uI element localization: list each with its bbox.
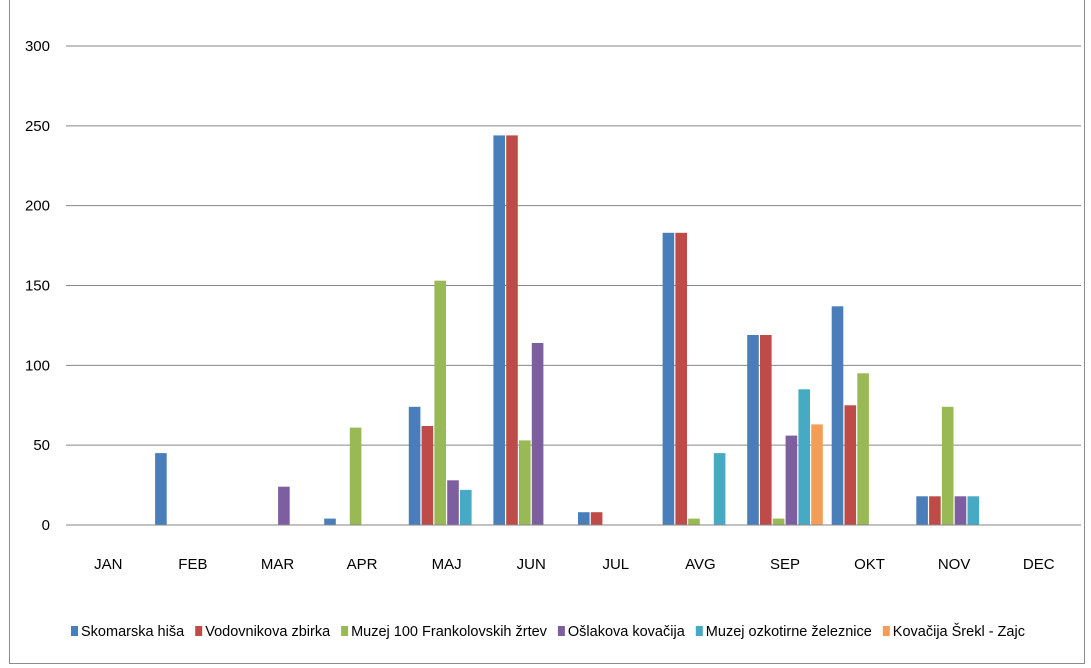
bar [967,496,980,525]
y-tick-label: 100 [25,357,50,374]
x-tick-label: MAR [261,556,295,573]
x-tick-label: SEP [770,556,800,573]
bar [954,496,967,525]
bar [916,496,928,525]
legend-item: Muzej ozkotirne železnice [695,624,872,640]
legend-item: Skomarska hiša [71,624,185,640]
x-tick-label: JUL [602,556,629,573]
y-tick-label: 200 [25,198,50,215]
legend-swatch [71,626,78,636]
bar [798,389,810,525]
bar [349,427,362,525]
bar [155,453,167,525]
legend-label: Ošlakova kovačija [568,624,686,640]
y-tick-label: 300 [25,38,50,55]
bar [493,135,505,525]
bar [324,518,336,525]
bar [278,486,290,525]
x-tick-label: MAJ [432,556,462,573]
bar [447,480,459,525]
legend-swatch [341,626,349,636]
bar [941,406,954,525]
bar [519,440,531,525]
bar [590,512,603,525]
chart-frame: 0 50 100 150 200 250 300 JAN FEB MAR APR MAJ JUN JUL… [9,0,1085,664]
bar [857,373,869,525]
bar [747,335,759,525]
x-tick-label: DEC [1023,556,1055,573]
bar [434,280,446,525]
legend: Skomarska hiša Vodovnikova zbirka Muzej 10… [71,623,1025,640]
legend-item: Vodovnikova zbirka [195,624,331,640]
x-tick-label: OKT [854,556,885,573]
bar [785,435,798,525]
bar [713,453,726,525]
x-tick-label: AVG [685,556,716,573]
bar [662,232,675,526]
bar [772,518,785,525]
bar [831,306,844,525]
bars [155,135,980,526]
gridlines [66,45,1081,446]
legend-swatch [557,626,565,636]
legend-swatch [882,626,890,636]
bar [675,232,687,526]
bar [844,405,857,526]
x-tick-label: JAN [94,556,122,573]
bar [811,424,823,525]
legend-item: Kovačija Šrekl - Zajc [882,623,1025,640]
legend-label: Muzej ozkotirne železnice [706,624,872,640]
x-tick-label: NOV [938,556,971,573]
y-tick-label: 0 [42,517,50,534]
bar-chart: 0 50 100 150 200 250 300 JAN FEB MAR APR MAJ JUN JUL… [25,38,1081,640]
legend-label: Kovačija Šrekl - Zajc [893,623,1025,640]
bar [408,406,421,525]
bar [460,489,472,525]
bar [929,496,941,525]
legend-label: Vodovnikova zbirka [205,624,331,640]
y-tick-label: 150 [25,278,50,295]
y-tick-label: 50 [33,437,50,454]
legend-swatch [695,626,703,636]
legend-swatch [195,626,203,636]
legend-item: Ošlakova kovačija [557,624,686,640]
bar [688,518,700,525]
x-tick-label: FEB [178,556,207,573]
x-axis-ticks: JAN FEB MAR APR MAJ JUN JUL AVG SEP OKT NOV DEC [94,556,1055,573]
x-tick-label: JUN [517,556,546,573]
bar [578,512,590,525]
bar [506,135,518,525]
y-axis-ticks: 0 50 100 150 200 250 300 [25,38,50,534]
bar [760,335,772,525]
legend-label: Skomarska hiša [81,624,185,640]
y-tick-label: 250 [25,118,50,135]
bar [421,426,434,525]
legend-item: Muzej 100 Frankolovskih žrtev [341,624,548,640]
x-tick-label: APR [347,556,378,573]
legend-label: Muzej 100 Frankolovskih žrtev [351,624,548,640]
bar [531,343,544,525]
